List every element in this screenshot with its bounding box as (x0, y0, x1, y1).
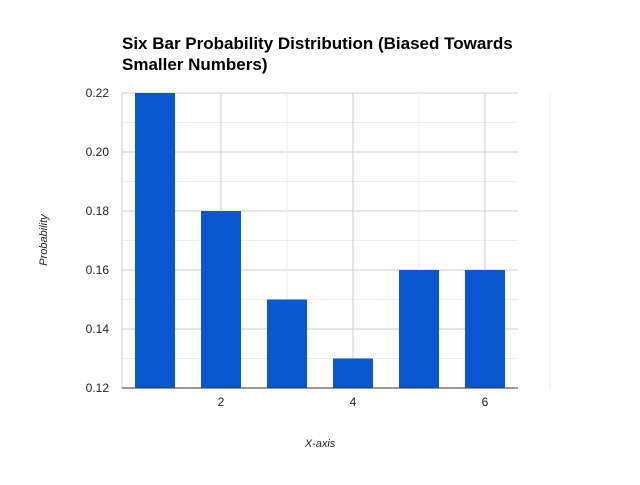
bar-5 (399, 270, 439, 388)
y-tick-label: 0.18 (86, 204, 110, 218)
bar-1 (135, 93, 175, 388)
tick-labels: 0.12 0.14 0.16 0.18 0.20 0.22 2 4 6 (86, 86, 489, 409)
x-tick-label: 2 (218, 395, 225, 409)
x-tick-label: 6 (482, 395, 489, 409)
bar-6 (465, 270, 505, 388)
bar-3 (267, 299, 307, 388)
y-tick-label: 0.22 (86, 86, 110, 100)
x-tick-label: 4 (350, 395, 357, 409)
bars (135, 93, 505, 388)
y-tick-label: 0.14 (86, 322, 110, 336)
y-tick-label: 0.12 (86, 381, 110, 395)
chart-title: Six Bar Probability Distribution (Biased… (122, 34, 513, 74)
bar-2 (201, 211, 241, 388)
y-tick-label: 0.20 (86, 145, 110, 159)
y-axis-label: Probability (38, 213, 50, 266)
x-axis-label: X-axis (304, 438, 336, 450)
y-tick-label: 0.16 (86, 263, 110, 277)
bar-4 (333, 358, 373, 388)
